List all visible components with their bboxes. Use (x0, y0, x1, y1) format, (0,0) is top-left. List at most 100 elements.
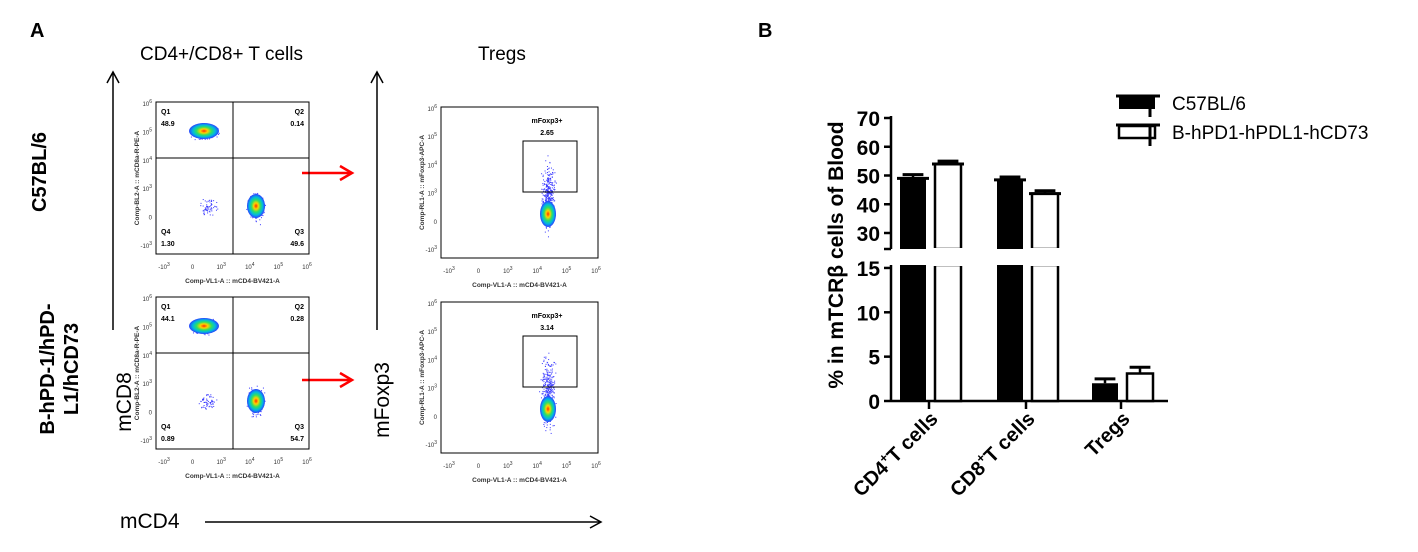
event-dot (546, 196, 548, 198)
event-dot (547, 363, 549, 365)
event-dot (550, 392, 552, 394)
event-dot (209, 214, 211, 216)
event-dot (203, 333, 205, 335)
event-dot (248, 387, 250, 389)
event-dot (547, 394, 549, 396)
y-tick-label: 103 (428, 384, 438, 393)
event-dot (548, 183, 550, 185)
event-dot (546, 184, 548, 186)
event-dot (545, 198, 547, 200)
event-dot (201, 407, 203, 409)
density-blob (189, 123, 219, 139)
event-dot (194, 139, 196, 141)
gate-name: mFoxp3+ (532, 118, 563, 125)
event-dot (203, 209, 205, 211)
event-dot (546, 194, 548, 196)
event-dot (215, 209, 217, 211)
event-dot (547, 378, 549, 380)
event-dot (547, 388, 549, 390)
event-dot (204, 200, 206, 202)
event-dot (218, 132, 220, 134)
event-dot (543, 375, 545, 377)
gate-name: mFoxp3+ (532, 313, 563, 320)
event-dot (555, 372, 557, 374)
event-dot (551, 189, 553, 191)
event-dot (208, 206, 210, 208)
event-dot (548, 197, 550, 199)
event-dot (550, 383, 552, 385)
event-dot (540, 379, 542, 381)
y-tick-label: 15 (857, 258, 881, 281)
event-dot (542, 182, 544, 184)
quadrant-name: Q1 (161, 109, 170, 116)
event-dot (550, 183, 552, 185)
event-dot (260, 217, 262, 219)
event-dot (552, 182, 554, 184)
event-dot (542, 392, 544, 394)
event-dot (546, 179, 548, 181)
x-tick-label: 104 (245, 262, 255, 271)
event-dot (549, 192, 551, 194)
event-dot (210, 207, 212, 209)
event-dot (207, 210, 209, 212)
event-dot (550, 192, 552, 194)
event-dot (548, 391, 550, 393)
event-dot (192, 332, 194, 334)
event-dot (212, 400, 214, 402)
event-dot (259, 219, 261, 221)
event-dot (251, 416, 253, 418)
y-tick-label: 105 (428, 327, 438, 336)
event-dot (544, 365, 546, 367)
bar-c57bl6-3 (1092, 377, 1118, 401)
x-tick-label: 105 (562, 461, 572, 470)
event-dot (553, 361, 555, 363)
event-dot (214, 205, 216, 207)
event-dot (551, 365, 553, 367)
event-dot (549, 186, 551, 188)
event-dot (206, 206, 208, 208)
event-dot (212, 402, 214, 404)
event-dot (550, 369, 552, 371)
bar-lower (900, 265, 926, 401)
quadrant-value: 0.89 (161, 436, 175, 443)
event-dot (549, 181, 551, 183)
event-dot (212, 401, 214, 403)
event-dot (553, 198, 555, 200)
event-dot (544, 195, 546, 197)
event-dot (213, 401, 215, 403)
event-dot (547, 155, 549, 157)
event-dot (545, 422, 547, 424)
event-dot (543, 388, 545, 390)
event-dot (206, 204, 208, 206)
event-dot (545, 390, 547, 392)
red-arrowhead-row1 (339, 164, 355, 182)
event-dot (550, 375, 552, 377)
flow-x-label: Comp-VL1-A :: mCD4-BV421-A (472, 477, 567, 484)
event-dot (543, 359, 545, 361)
event-dot (550, 382, 552, 384)
legend-label: B-hPD1-hPDL1-hCD73 (1172, 123, 1368, 144)
event-dot (544, 384, 546, 386)
event-dot (551, 381, 553, 383)
event-dot (255, 221, 257, 223)
event-dot (546, 165, 548, 167)
event-dot (547, 189, 549, 191)
event-dot (203, 405, 205, 407)
y-tick-label: 0 (434, 220, 438, 226)
event-dot (552, 190, 554, 192)
event-dot (246, 405, 248, 407)
event-dot (551, 373, 553, 375)
event-dot (246, 208, 248, 210)
event-dot (547, 362, 549, 364)
x-tick-label: 104 (532, 461, 542, 470)
event-dot (548, 180, 550, 182)
event-dot (546, 374, 548, 376)
event-dot (209, 405, 211, 407)
y-tick-label: 5 (868, 347, 880, 370)
event-dot (547, 383, 549, 385)
event-dot (546, 390, 548, 392)
x-tick-label: Tregs (1081, 408, 1134, 461)
event-dot (543, 384, 545, 386)
bar-c57bl6-2 (994, 175, 1026, 401)
